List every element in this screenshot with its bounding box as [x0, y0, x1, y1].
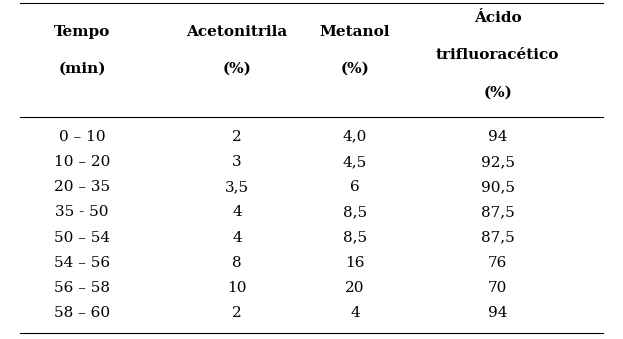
- Text: 35 - 50: 35 - 50: [55, 205, 109, 219]
- Text: 54 – 56: 54 – 56: [54, 256, 110, 270]
- Text: 2: 2: [232, 306, 242, 320]
- Text: 4,5: 4,5: [343, 155, 367, 169]
- Text: 56 – 58: 56 – 58: [54, 281, 110, 295]
- Text: (%): (%): [222, 62, 252, 76]
- Text: 6: 6: [350, 180, 360, 194]
- Text: 90,5: 90,5: [480, 180, 515, 194]
- Text: 3: 3: [232, 155, 242, 169]
- Text: 10: 10: [227, 281, 247, 295]
- Text: 87,5: 87,5: [481, 205, 515, 219]
- Text: 94: 94: [488, 130, 507, 144]
- Text: 4,0: 4,0: [343, 130, 367, 144]
- Text: 4: 4: [350, 306, 360, 320]
- Text: Ácido: Ácido: [473, 11, 521, 25]
- Text: 4: 4: [232, 231, 242, 244]
- Text: (min): (min): [59, 62, 106, 76]
- Text: 87,5: 87,5: [481, 231, 515, 244]
- Text: 50 – 54: 50 – 54: [54, 231, 110, 244]
- Text: 58 – 60: 58 – 60: [54, 306, 110, 320]
- Text: 76: 76: [488, 256, 507, 270]
- Text: 92,5: 92,5: [480, 155, 515, 169]
- Text: 0 – 10: 0 – 10: [59, 130, 105, 144]
- Text: 20: 20: [345, 281, 364, 295]
- Text: 8,5: 8,5: [343, 231, 367, 244]
- Text: Acetonitrila: Acetonitrila: [186, 25, 288, 39]
- Text: 3,5: 3,5: [225, 180, 249, 194]
- Text: 70: 70: [488, 281, 507, 295]
- Text: 8: 8: [232, 256, 242, 270]
- Text: trifluoracético: trifluoracético: [436, 48, 559, 62]
- Text: 2: 2: [232, 130, 242, 144]
- Text: 16: 16: [345, 256, 364, 270]
- Text: 8,5: 8,5: [343, 205, 367, 219]
- Text: (%): (%): [483, 85, 512, 99]
- Text: Metanol: Metanol: [320, 25, 390, 39]
- Text: 10 – 20: 10 – 20: [54, 155, 110, 169]
- Text: (%): (%): [341, 62, 369, 76]
- Text: 4: 4: [232, 205, 242, 219]
- Text: Tempo: Tempo: [54, 25, 110, 39]
- Text: 20 – 35: 20 – 35: [54, 180, 110, 194]
- Text: 94: 94: [488, 306, 507, 320]
